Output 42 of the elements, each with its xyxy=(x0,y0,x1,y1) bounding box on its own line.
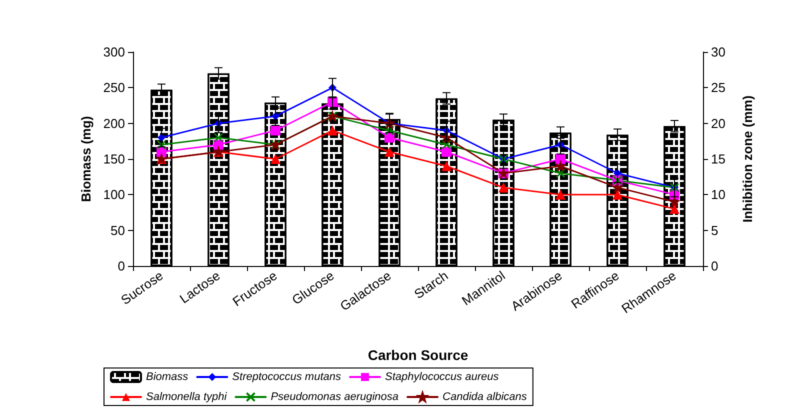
y2-tick-label: 5 xyxy=(711,222,718,238)
point xyxy=(612,182,622,192)
point xyxy=(670,204,680,214)
y2-tick-label: 10 xyxy=(711,187,726,202)
legend-label: Streptococcus mutans xyxy=(232,371,342,383)
legend-label: Salmonella typhi xyxy=(146,391,228,403)
point xyxy=(442,140,452,150)
point xyxy=(556,190,566,200)
point xyxy=(556,161,566,171)
y-tick-label: 250 xyxy=(103,80,125,96)
point xyxy=(384,146,394,157)
legend-label: Candida albicans xyxy=(442,391,528,403)
legend-label: Pseudomonas aeruginosa xyxy=(270,391,399,403)
point xyxy=(556,168,566,178)
point xyxy=(442,161,452,172)
y-tick-label: 50 xyxy=(110,222,125,238)
y2-tick-label: 15 xyxy=(711,152,726,166)
point xyxy=(442,146,452,157)
y2-axis-title: Inhibition zone (mm) xyxy=(740,95,755,223)
point xyxy=(556,154,566,164)
x-axis-title: Carbon Source xyxy=(368,347,468,363)
point xyxy=(384,126,394,136)
y-tick-label: 150 xyxy=(103,152,125,166)
point xyxy=(328,125,338,136)
y2-tick-label: 20 xyxy=(711,116,726,131)
point xyxy=(612,190,622,200)
legend-label: Staphylococcus aureus xyxy=(385,371,500,383)
point xyxy=(156,140,166,150)
point xyxy=(270,154,280,164)
y-tick-label: 300 xyxy=(103,44,125,60)
y-tick-label: 0 xyxy=(118,258,125,274)
point xyxy=(670,197,680,207)
y-tick-label: 100 xyxy=(103,187,125,202)
y-tick-label: 200 xyxy=(103,116,125,131)
point xyxy=(270,125,280,136)
legend-label: Biomass xyxy=(146,371,189,383)
point xyxy=(498,182,508,193)
y2-tick-label: 0 xyxy=(711,258,718,274)
point xyxy=(214,132,224,142)
y2-tick-label: 30 xyxy=(711,44,726,60)
y-axis-title: Biomass (mg) xyxy=(78,116,94,202)
y2-tick-label: 25 xyxy=(711,80,726,96)
